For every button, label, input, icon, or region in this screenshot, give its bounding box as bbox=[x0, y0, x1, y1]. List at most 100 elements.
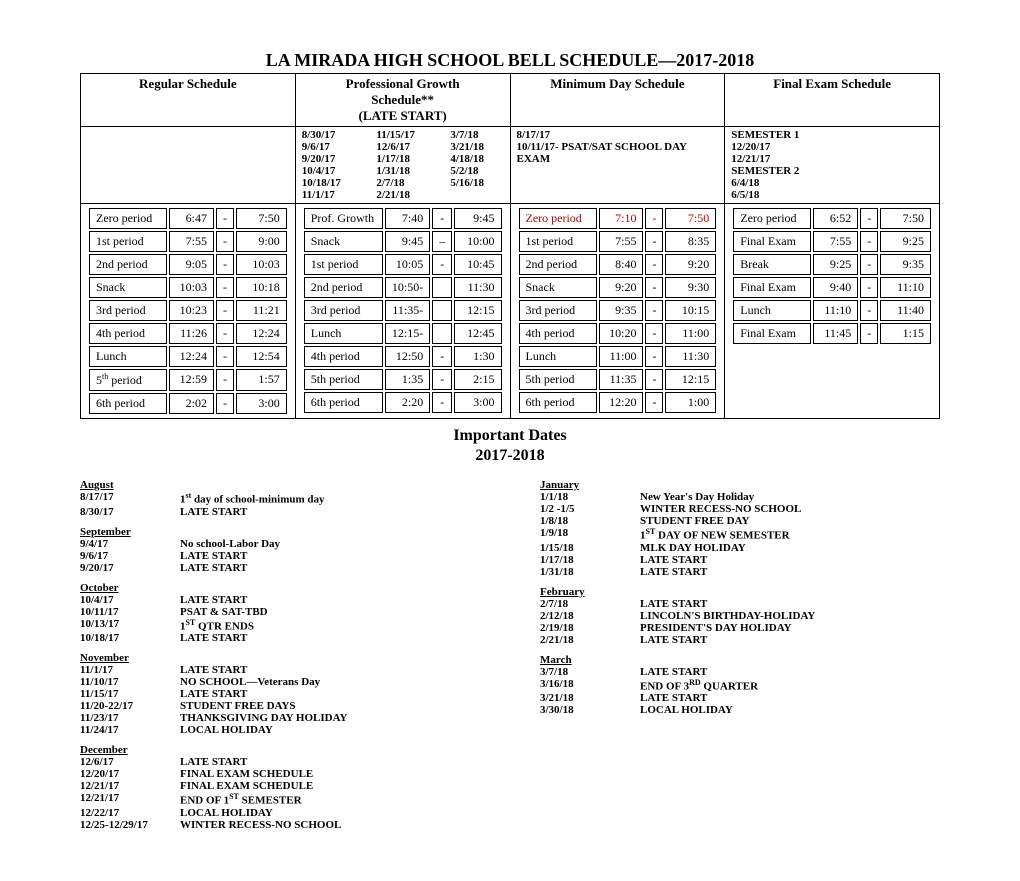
regular-periods-cell: Zero period6:47-7:501st period7:55-9:002… bbox=[81, 204, 296, 419]
prof-growth-date: 1/17/18 bbox=[376, 153, 434, 165]
prof-growth-date bbox=[450, 189, 503, 201]
month-header: August bbox=[80, 479, 480, 491]
final-periods-cell: Zero period6:52-7:50Final Exam7:55-9:25B… bbox=[725, 204, 940, 419]
month-header: January bbox=[540, 479, 940, 491]
period-row: 4th period10:20-11:00 bbox=[519, 323, 717, 344]
period-row: Snack9:45–10:00 bbox=[304, 231, 502, 252]
date-row: 11/15/17LATE START bbox=[80, 688, 480, 700]
date-row: 1/9/181ST DAY OF NEW SEMESTER bbox=[540, 527, 940, 542]
prof-growth-date: 2/7/18 bbox=[376, 177, 434, 189]
date-row: 12/21/17FINAL EXAM SCHEDULE bbox=[80, 780, 480, 792]
period-row: 5th period11:35-12:15 bbox=[519, 369, 717, 390]
prof-growth-date: 10/4/17 bbox=[302, 165, 361, 177]
date-row: 9/4/17No school-Labor Day bbox=[80, 538, 480, 550]
date-row: 2/21/18LATE START bbox=[540, 634, 940, 646]
prof-growth-date: 11/1/17 bbox=[302, 189, 361, 201]
prof-growth-date: 8/30/17 bbox=[302, 129, 361, 141]
period-row: Final Exam11:45-1:15 bbox=[733, 323, 931, 344]
regular-dates-cell bbox=[81, 127, 296, 204]
period-row: 2nd period8:40-9:20 bbox=[519, 254, 717, 275]
period-row: Lunch11:10-11:40 bbox=[733, 300, 931, 321]
date-row: 3/21/18LATE START bbox=[540, 692, 940, 704]
period-row: 6th period12:20-1:00 bbox=[519, 392, 717, 413]
important-dates-section: August8/17/171st day of school-minimum d… bbox=[80, 471, 940, 831]
period-row: Final Exam9:40-11:10 bbox=[733, 277, 931, 298]
date-row: 1/1/18New Year's Day Holiday bbox=[540, 491, 940, 503]
month-header: February bbox=[540, 586, 940, 598]
header-regular: Regular Schedule bbox=[81, 74, 296, 127]
date-row: 2/7/18LATE START bbox=[540, 598, 940, 610]
period-row: Zero period6:52-7:50 bbox=[733, 208, 931, 229]
schedule-table: Regular Schedule Professional Growth Sch… bbox=[80, 73, 940, 419]
period-row: 3rd period11:35-12:15 bbox=[304, 300, 502, 321]
prof-growth-date: 3/7/18 bbox=[450, 129, 503, 141]
date-row: 9/6/17LATE START bbox=[80, 550, 480, 562]
important-dates-right: January1/1/18New Year's Day Holiday1/2 -… bbox=[540, 471, 940, 831]
period-row: 1st period10:05-10:45 bbox=[304, 254, 502, 275]
date-row: 10/18/17LATE START bbox=[80, 632, 480, 644]
period-row: Prof. Growth7:40-9:45 bbox=[304, 208, 502, 229]
period-row: Break9:25-9:35 bbox=[733, 254, 931, 275]
date-row: 1/17/18LATE START bbox=[540, 554, 940, 566]
period-row: 5th period12:59-1:57 bbox=[89, 369, 287, 391]
date-row: 1/31/18LATE START bbox=[540, 566, 940, 578]
date-row: 8/17/171st day of school-minimum day bbox=[80, 491, 480, 506]
period-row: 6th period2:02-3:00 bbox=[89, 393, 287, 414]
date-row: 11/24/17LOCAL HOLIDAY bbox=[80, 724, 480, 736]
date-row: 11/23/17THANKSGIVING DAY HOLIDAY bbox=[80, 712, 480, 724]
date-row: 12/21/17END OF 1ST SEMESTER bbox=[80, 792, 480, 807]
header-final: Final Exam Schedule bbox=[725, 74, 940, 127]
prof-growth-date: 1/31/18 bbox=[376, 165, 434, 177]
date-row: 10/11/17PSAT & SAT-TBD bbox=[80, 606, 480, 618]
month-header: September bbox=[80, 526, 480, 538]
month-header: December bbox=[80, 744, 480, 756]
period-row: 5th period1:35-2:15 bbox=[304, 369, 502, 390]
prof-growth-date: 3/21/18 bbox=[450, 141, 503, 153]
date-row: 11/1/17LATE START bbox=[80, 664, 480, 676]
period-row: 3rd period10:23-11:21 bbox=[89, 300, 287, 321]
prof-growth-date: 10/18/17 bbox=[302, 177, 361, 189]
date-row: 1/15/18MLK DAY HOLIDAY bbox=[540, 542, 940, 554]
date-row: 9/20/17LATE START bbox=[80, 562, 480, 574]
period-row: 2nd period10:50-11:30 bbox=[304, 277, 502, 298]
period-row: Zero period7:10-7:50 bbox=[519, 208, 717, 229]
prof-growth-date: 4/18/18 bbox=[450, 153, 503, 165]
date-row: 2/12/18LINCOLN'S BIRTHDAY-HOLIDAY bbox=[540, 610, 940, 622]
date-row: 2/19/18PRESIDENT'S DAY HOLIDAY bbox=[540, 622, 940, 634]
date-row: 12/22/17LOCAL HOLIDAY bbox=[80, 807, 480, 819]
important-dates-title: Important Dates bbox=[80, 427, 940, 445]
important-dates-left: August8/17/171st day of school-minimum d… bbox=[80, 471, 480, 831]
month-header: October bbox=[80, 582, 480, 594]
prof-periods-cell: Prof. Growth7:40-9:45Snack9:45–10:001st … bbox=[295, 204, 510, 419]
period-row: Zero period6:47-7:50 bbox=[89, 208, 287, 229]
period-row: 4th period12:50-1:30 bbox=[304, 346, 502, 367]
date-row: 1/2 -1/5WINTER RECESS-NO SCHOOL bbox=[540, 503, 940, 515]
prof-growth-date: 2/21/18 bbox=[376, 189, 434, 201]
period-row: 4th period11:26-12:24 bbox=[89, 323, 287, 344]
period-row: Final Exam7:55-9:25 bbox=[733, 231, 931, 252]
prof-growth-date: 9/6/17 bbox=[302, 141, 361, 153]
prof-growth-date: 11/15/17 bbox=[376, 129, 434, 141]
date-row: 3/16/18END OF 3RD QUARTER bbox=[540, 678, 940, 693]
period-row: Lunch12:15-12:45 bbox=[304, 323, 502, 344]
date-row: 12/25-12/29/17WINTER RECESS-NO SCHOOL bbox=[80, 819, 480, 831]
period-row: 1st period7:55-8:35 bbox=[519, 231, 717, 252]
period-row: Snack10:03-10:18 bbox=[89, 277, 287, 298]
period-row: 6th period2:20-3:00 bbox=[304, 392, 502, 413]
period-row: Lunch12:24-12:54 bbox=[89, 346, 287, 367]
date-row: 10/4/17LATE START bbox=[80, 594, 480, 606]
period-row: 3rd period9:35-10:15 bbox=[519, 300, 717, 321]
date-row: 10/13/171ST QTR ENDS bbox=[80, 618, 480, 633]
date-row: 11/10/17NO SCHOOL—Veterans Day bbox=[80, 676, 480, 688]
prof-growth-date: 5/16/18 bbox=[450, 177, 503, 189]
header-minimum: Minimum Day Schedule bbox=[510, 74, 725, 127]
header-prof-growth: Professional Growth Schedule** (LATE STA… bbox=[295, 74, 510, 127]
minimum-dates-cell: 8/17/17 10/11/17- PSAT/SAT SCHOOL DAY EX… bbox=[510, 127, 725, 204]
prof-growth-date: 9/20/17 bbox=[302, 153, 361, 165]
min-periods-cell: Zero period7:10-7:501st period7:55-8:352… bbox=[510, 204, 725, 419]
final-dates-cell: SEMESTER 1 12/20/17 12/21/17 SEMESTER 2 … bbox=[725, 127, 940, 204]
prof-growth-dates-cell: 8/30/1711/15/173/7/189/6/1712/6/173/21/1… bbox=[295, 127, 510, 204]
date-row: 12/20/17FINAL EXAM SCHEDULE bbox=[80, 768, 480, 780]
month-header: March bbox=[540, 654, 940, 666]
date-row: 8/30/17LATE START bbox=[80, 506, 480, 518]
